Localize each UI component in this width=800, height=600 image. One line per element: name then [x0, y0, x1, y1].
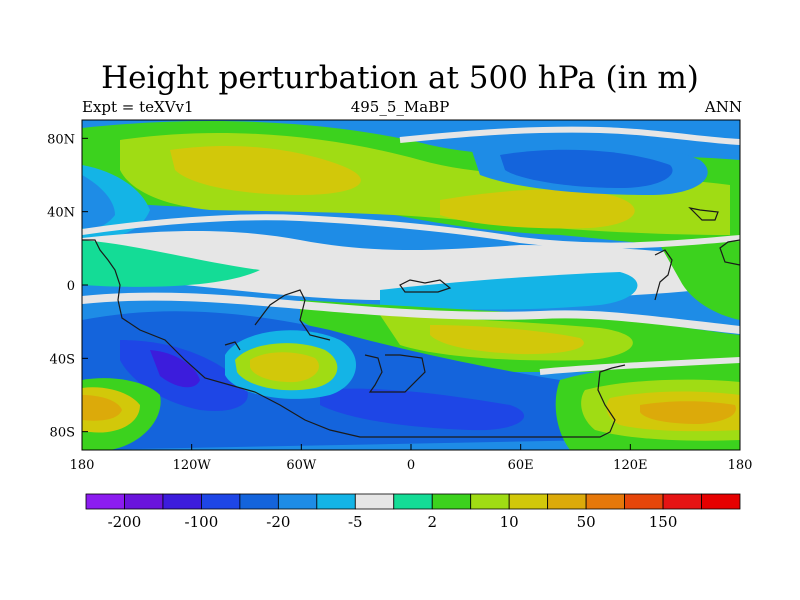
colorbar-label: 150 — [649, 513, 678, 531]
colorbar-box — [162, 493, 202, 510]
x-tick-label: 120E — [613, 458, 647, 473]
y-tick-label: 40N — [47, 206, 75, 221]
y-tick-label: 80S — [50, 426, 75, 441]
colorbar-label: 50 — [577, 513, 596, 531]
x-tick-label: 180 — [70, 458, 95, 473]
experiment-label: Expt = teXVv1 — [82, 98, 194, 116]
colorbar-box — [393, 493, 433, 510]
y-tick-label: 40S — [50, 352, 75, 367]
colorbar-box — [662, 493, 702, 510]
x-tick-label: 120W — [173, 458, 212, 473]
colorbar-box — [585, 493, 625, 510]
colorbar-label: 2 — [427, 513, 437, 531]
colorbar-box — [431, 493, 472, 510]
x-tick-label: 0 — [407, 458, 415, 473]
colorbar-box — [547, 493, 587, 510]
colorbar-box — [354, 493, 395, 510]
colorbar-label: -5 — [348, 513, 363, 531]
map-title: Height perturbation at 500 hPa (in m) — [101, 60, 699, 96]
colorbar-box — [85, 493, 125, 510]
colorbar-label: -20 — [266, 513, 290, 531]
y-tick-label: 80N — [47, 132, 75, 147]
colorbar-label: 10 — [500, 513, 519, 531]
colorbar-box — [470, 493, 510, 510]
colorbar-box — [624, 493, 664, 510]
x-tick-label: 60W — [286, 458, 317, 473]
y-tick-label: 0 — [67, 279, 75, 294]
colorbar: -200 -100 -20 -5 2 10 50 150 — [85, 493, 741, 531]
colorbar-box — [277, 493, 318, 510]
case-label: 495_5_MaBP — [350, 98, 450, 116]
colorbar-label: -100 — [185, 513, 219, 531]
colorbar-label: -200 — [108, 513, 142, 531]
latitude-axis: 80N 40N 0 40S 80S — [47, 132, 88, 441]
x-tick-label: 180 — [728, 458, 753, 473]
colorbar-box — [124, 493, 164, 510]
colorbar-box — [316, 493, 356, 510]
x-tick-label: 60E — [508, 458, 534, 473]
season-label: ANN — [704, 98, 742, 116]
colorbar-box — [508, 493, 549, 510]
contour-field — [82, 120, 740, 450]
colorbar-box — [701, 493, 741, 510]
colorbar-box — [239, 493, 279, 510]
longitude-axis: 180 120W 60W 0 60E 120E 180 — [70, 444, 753, 473]
colorbar-box — [201, 493, 241, 510]
